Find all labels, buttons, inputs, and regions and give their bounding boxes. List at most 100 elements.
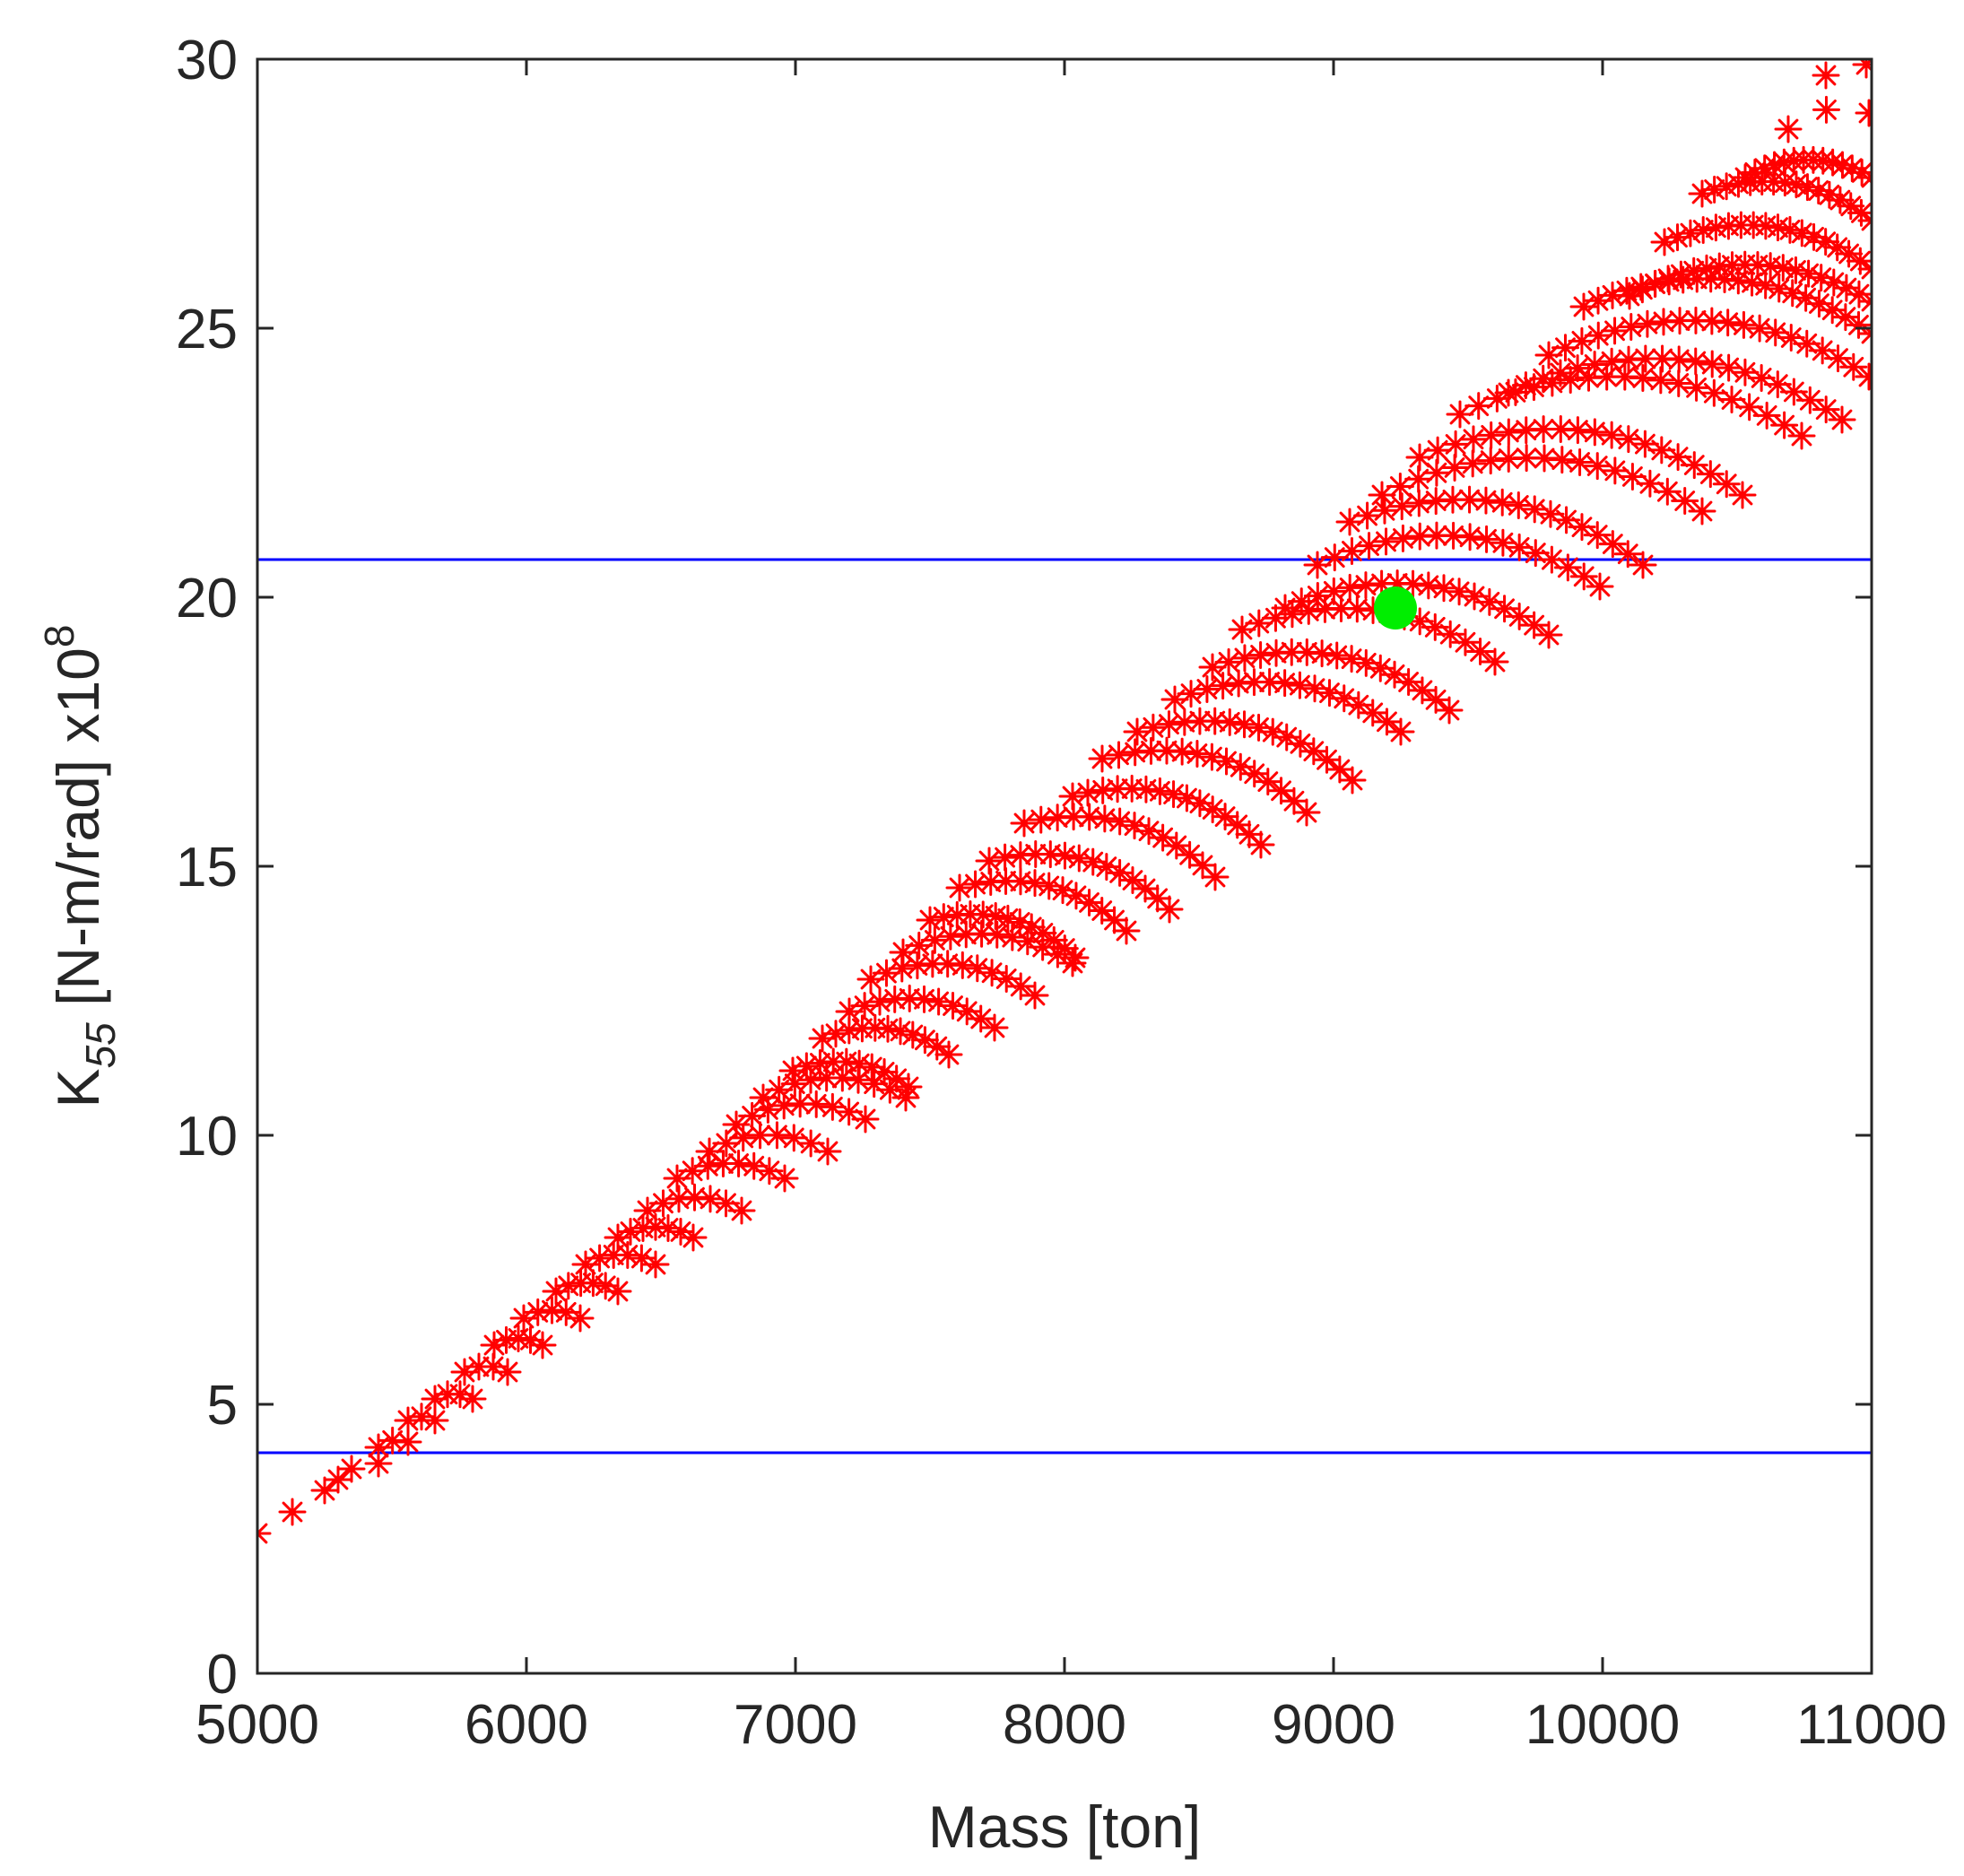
design-point — [1774, 115, 1803, 143]
design-point — [1387, 492, 1416, 521]
design-point — [1338, 766, 1367, 795]
design-point — [1440, 453, 1469, 482]
design-point — [1682, 373, 1711, 402]
design-point — [1421, 685, 1450, 714]
design-point — [1176, 840, 1204, 869]
design-point — [1741, 158, 1769, 187]
design-point — [934, 1040, 963, 1069]
design-point — [1569, 562, 1598, 591]
design-point — [1781, 256, 1810, 284]
design-point — [1688, 497, 1716, 525]
design-point — [1010, 809, 1038, 838]
design-point — [1300, 674, 1329, 703]
design-point — [278, 1498, 307, 1526]
design-point — [1597, 421, 1626, 449]
design-point — [1456, 485, 1484, 514]
design-point — [963, 954, 992, 983]
design-point — [1446, 400, 1474, 429]
design-point — [1106, 858, 1134, 887]
design-point — [952, 997, 981, 1026]
design-point — [1121, 738, 1150, 767]
design-point — [1613, 540, 1642, 569]
design-point — [894, 1073, 923, 1101]
design-point — [616, 1217, 645, 1246]
design-point — [1170, 708, 1199, 736]
design-point — [1715, 353, 1743, 382]
y-tick-label: 30 — [176, 30, 238, 91]
design-point — [1245, 713, 1273, 742]
design-point — [1845, 280, 1872, 308]
design-point — [1857, 255, 1872, 283]
design-point — [1112, 916, 1141, 945]
y-tick-label: 25 — [176, 299, 238, 360]
design-point — [805, 1049, 834, 1078]
design-point — [923, 1032, 952, 1061]
design-point — [1287, 587, 1316, 616]
design-point — [1812, 395, 1840, 424]
design-point — [1458, 449, 1487, 478]
design-point — [1035, 872, 1064, 900]
x-tick-label: 7000 — [734, 1694, 857, 1756]
design-point — [528, 1331, 557, 1359]
design-point — [1701, 213, 1730, 242]
design-point — [1680, 451, 1708, 480]
design-point — [1123, 717, 1151, 746]
design-point — [1852, 59, 1872, 79]
design-point — [679, 1223, 708, 1252]
design-point — [1405, 522, 1434, 551]
design-point — [1459, 425, 1488, 454]
design-point — [1698, 350, 1726, 378]
design-point — [945, 873, 974, 902]
design-point — [1583, 521, 1612, 550]
design-point — [1088, 744, 1117, 773]
design-point — [1808, 336, 1837, 365]
design-point — [762, 1121, 791, 1150]
design-point — [1563, 416, 1592, 445]
y-tick-label: 10 — [176, 1106, 238, 1168]
design-point — [780, 1070, 809, 1099]
design-point — [1303, 581, 1332, 610]
design-point — [1812, 95, 1840, 124]
design-point — [1472, 486, 1500, 515]
design-point — [1712, 470, 1741, 499]
design-point — [1818, 296, 1847, 325]
design-point — [1103, 775, 1132, 803]
design-point — [1598, 530, 1627, 559]
y-axis-label-subscript: 55 — [77, 1022, 124, 1069]
design-point — [1021, 981, 1049, 1010]
x-tick-label: 11000 — [1796, 1694, 1947, 1756]
design-point — [1343, 595, 1371, 623]
design-point — [1714, 308, 1742, 337]
selected-point — [1374, 586, 1417, 630]
design-point — [1698, 307, 1726, 335]
design-point — [1728, 481, 1757, 509]
design-point — [1664, 369, 1693, 398]
design-point — [1534, 341, 1563, 369]
design-point — [1292, 798, 1321, 827]
design-point — [1145, 777, 1174, 805]
design-point — [929, 903, 958, 932]
design-point — [1408, 676, 1437, 705]
design-point — [1696, 460, 1725, 489]
design-point — [920, 925, 949, 954]
design-point — [1359, 699, 1387, 727]
design-point — [1629, 551, 1657, 579]
design-point — [1152, 736, 1181, 765]
design-point — [1566, 447, 1595, 476]
design-point — [1534, 621, 1563, 649]
design-point — [1633, 309, 1662, 338]
design-point — [310, 1476, 339, 1505]
design-point — [1438, 485, 1467, 514]
design-point — [665, 1185, 693, 1213]
design-point — [1027, 805, 1056, 834]
y-tick-label: 5 — [207, 1375, 238, 1437]
design-point — [1267, 777, 1296, 805]
design-point — [1666, 260, 1695, 289]
design-point — [1770, 411, 1799, 439]
design-point — [1155, 895, 1184, 924]
x-tick-label: 10000 — [1525, 1694, 1680, 1756]
design-point — [1712, 172, 1741, 201]
design-point — [1597, 347, 1626, 376]
design-point — [1421, 487, 1450, 516]
